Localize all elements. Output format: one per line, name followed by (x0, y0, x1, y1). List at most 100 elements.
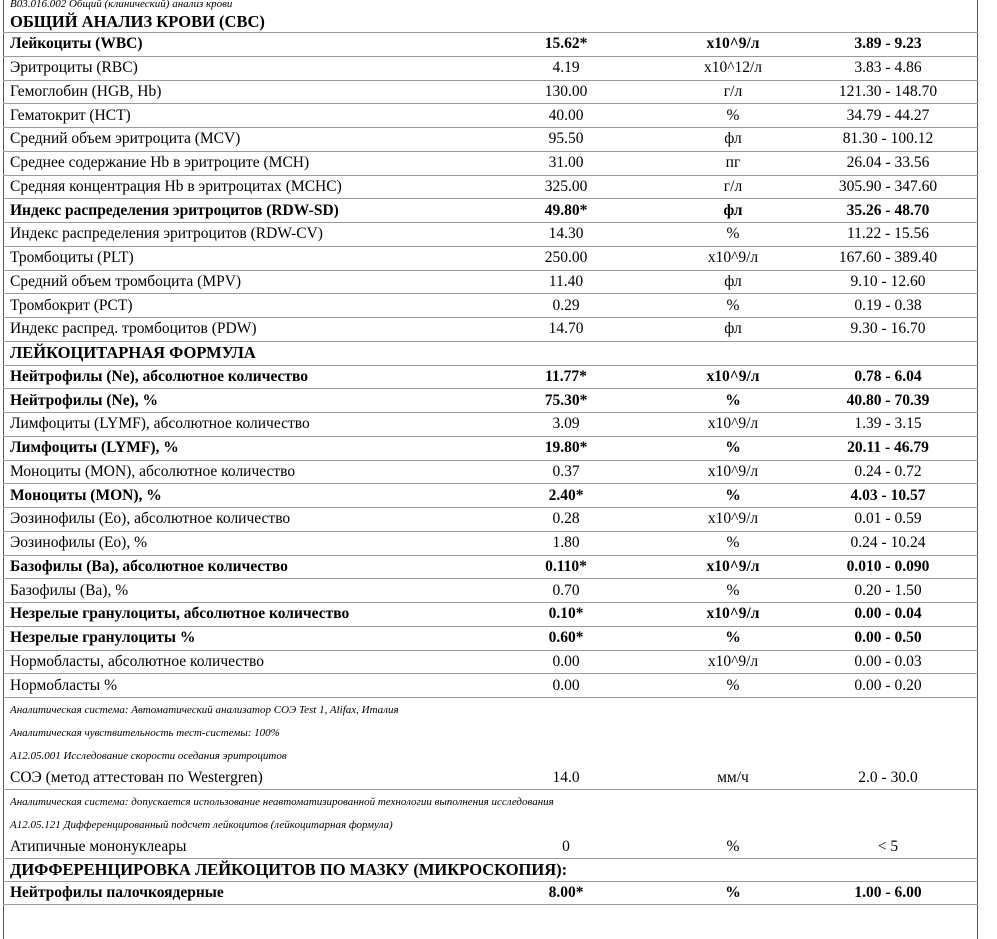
test-name: Лимфоциты (LYMF), % (10, 439, 179, 457)
result-value: 0.10* (548, 605, 584, 623)
result-value: 1.80 (552, 534, 580, 552)
result-value: 49.80* (544, 201, 588, 219)
reference-range: 121.30 - 148.70 (838, 82, 938, 100)
reference-range: 0.00 - 0.04 (854, 605, 922, 623)
unit: x10^9/л (706, 605, 760, 623)
note-row: A12.05.001 Исследование скорости оседани… (3, 745, 978, 768)
unit: фл (723, 201, 743, 219)
reference-range: 0.24 - 10.24 (850, 534, 926, 552)
unit: % (725, 629, 741, 647)
result-row: Нейтрофилы (Ne), абсолютное количество 11… (3, 366, 978, 390)
result-value: 0.29 (552, 296, 580, 314)
reference-range: < 5 (877, 838, 899, 856)
result-row: Нормобласты, абсолютное количество 0.00 x1… (3, 651, 978, 675)
result-row: Моноциты (MON), % 2.40*% 4.03 - 10.57 (3, 484, 978, 508)
result-row: Лимфоциты (LYMF), абсолютное количество 3… (3, 413, 978, 437)
test-name: Нормобласты, абсолютное количество (10, 652, 265, 670)
reference-range: 1.00 - 6.00 (854, 883, 922, 901)
note-text: B03.016.002 Общий (клинический) анализ к… (10, 0, 233, 10)
result-value: 31.00 (548, 154, 584, 172)
result-value: 95.50 (548, 130, 584, 148)
unit: фл (724, 272, 742, 290)
result-value: 19.80* (544, 439, 588, 457)
reference-range: 167.60 - 389.40 (838, 249, 938, 267)
result-row: Эозинофилы (Eo), % 1.80% 0.24 - 10.24 (3, 532, 978, 556)
result-row: Средний объем эритроцита (MCV) 95.50 фл 81.… (3, 128, 978, 152)
note-text: A12.05.001 Исследование скорости оседани… (10, 750, 287, 763)
reference-range: 0.00 - 0.50 (854, 629, 922, 647)
result-row: Средняя концентрация Hb в эритроцитах (M… (3, 176, 978, 200)
result-row: Средний объем тромбоцита (MPV) 11.40 фл 9.1… (3, 271, 978, 295)
result-value: 130.00 (544, 82, 588, 100)
result-value: 325.00 (544, 177, 588, 195)
unit: фл (724, 320, 742, 338)
test-name: Базофилы (Ba), абсолютное количество (10, 557, 288, 575)
reference-range: 0.00 - 0.20 (854, 676, 922, 694)
note-row: Аналитическая система: допускается испол… (3, 790, 978, 813)
unit: г/л (723, 177, 743, 195)
unit: x10^9/л (706, 557, 760, 575)
table-frame (3, 0, 978, 939)
unit: x10^9/л (707, 249, 759, 267)
result-value: 4.19 (552, 59, 580, 77)
test-name: Эозинофилы (Eo), % (10, 534, 148, 552)
unit: % (725, 883, 741, 901)
reference-range: 34.79 - 44.27 (846, 106, 930, 124)
test-name: Нейтрофилы (Ne), абсолютное количество (10, 367, 309, 385)
unit: % (725, 486, 741, 504)
test-name: Индекс распределения эритроцитов (RDW-SD… (10, 201, 339, 219)
result-row: Тромбоциты (PLT) 250.00 x10^9/л 167.60 - 38… (3, 247, 978, 271)
result-value: 40.00 (548, 106, 584, 124)
reference-range: 0.24 - 0.72 (854, 462, 922, 480)
test-name: Нейтрофилы (Ne), % (10, 391, 159, 409)
test-name: Атипичные мононуклеары (10, 838, 187, 856)
result-value: 14.70 (548, 320, 584, 338)
note-row: Аналитическая система: Автоматический ан… (3, 698, 978, 722)
unit: % (726, 296, 740, 314)
test-name: Лейкоциты (WBC) (10, 35, 143, 53)
section-row: ЛЕЙКОЦИТАРНАЯ ФОРМУЛА (3, 342, 978, 366)
unit: мм/ч (717, 769, 749, 787)
result-row: Индекс распределения эритроцитов (RDW-CV… (3, 223, 978, 247)
test-name: Эритроциты (RBC) (10, 59, 138, 77)
test-name: Индекс распределения эритроцитов (RDW-CV… (10, 225, 323, 243)
result-row: Нейтрофилы палочкоядерные 8.00*% 1.00 - 6.… (3, 882, 978, 905)
unit: г/л (723, 82, 743, 100)
result-row: СОЭ (метод аттестован по Westergren) 14.0… (3, 768, 978, 791)
test-name: Средний объем тромбоцита (MPV) (10, 272, 242, 290)
note-text: Аналитическая чувствительность тест-сист… (10, 727, 280, 740)
result-value: 0.37 (552, 462, 580, 480)
test-name: Тромбокрит (PCT) (10, 296, 133, 314)
reference-range: 9.30 - 16.70 (850, 320, 926, 338)
test-name: Гемоглобин (HGB, Hb) (10, 82, 162, 100)
reference-range: 0.01 - 0.59 (854, 510, 922, 528)
unit: x10^9/л (706, 367, 760, 385)
result-value: 0.28 (552, 510, 580, 528)
unit: % (726, 534, 740, 552)
test-name: Средний объем эритроцита (MCV) (10, 130, 241, 148)
note-row: Аналитическая чувствительность тест-сист… (3, 722, 978, 745)
reference-range: 1.39 - 3.15 (854, 415, 922, 433)
reference-range: 305.90 - 347.60 (838, 177, 938, 195)
result-value: 0.70 (552, 581, 580, 599)
test-name: Среднее содержание Hb в эритроците (MCH) (10, 154, 310, 172)
result-row: Тромбокрит (PCT) 0.29% 0.19 - 0.38 (3, 294, 978, 318)
result-row: Базофилы (Ba), абсолютное количество 0.11… (3, 556, 978, 580)
result-row: Среднее содержание Hb в эритроците (MCH)… (3, 152, 978, 176)
result-row: Индекс распределения эритроцитов (RDW-SD… (3, 199, 978, 223)
section-row: ДИФФЕРЕНЦИРОВКА ЛЕЙКОЦИТОВ ПО МАЗКУ (МИК… (3, 859, 978, 883)
test-name: Эозинофилы (Eo), абсолютное количество (10, 510, 291, 528)
test-name: Средняя концентрация Hb в эритроцитах (M… (10, 177, 342, 195)
unit: % (725, 439, 741, 457)
result-value: 0 (562, 838, 570, 856)
test-name: Моноциты (MON), абсолютное количество (10, 462, 296, 480)
result-row: Гематокрит (HCT) 40.00% 34.79 - 44.27 (3, 104, 978, 128)
unit: x10^9/л (706, 35, 760, 53)
note-text: Аналитическая система: допускается испол… (10, 795, 554, 808)
test-name: Лимфоциты (LYMF), абсолютное количество (10, 415, 310, 433)
reference-range: 3.89 - 9.23 (854, 35, 922, 53)
test-name: Незрелые гранулоциты % (10, 629, 196, 647)
unit: x10^9/л (707, 415, 759, 433)
note-text: Аналитическая система: Автоматический ан… (10, 703, 399, 716)
